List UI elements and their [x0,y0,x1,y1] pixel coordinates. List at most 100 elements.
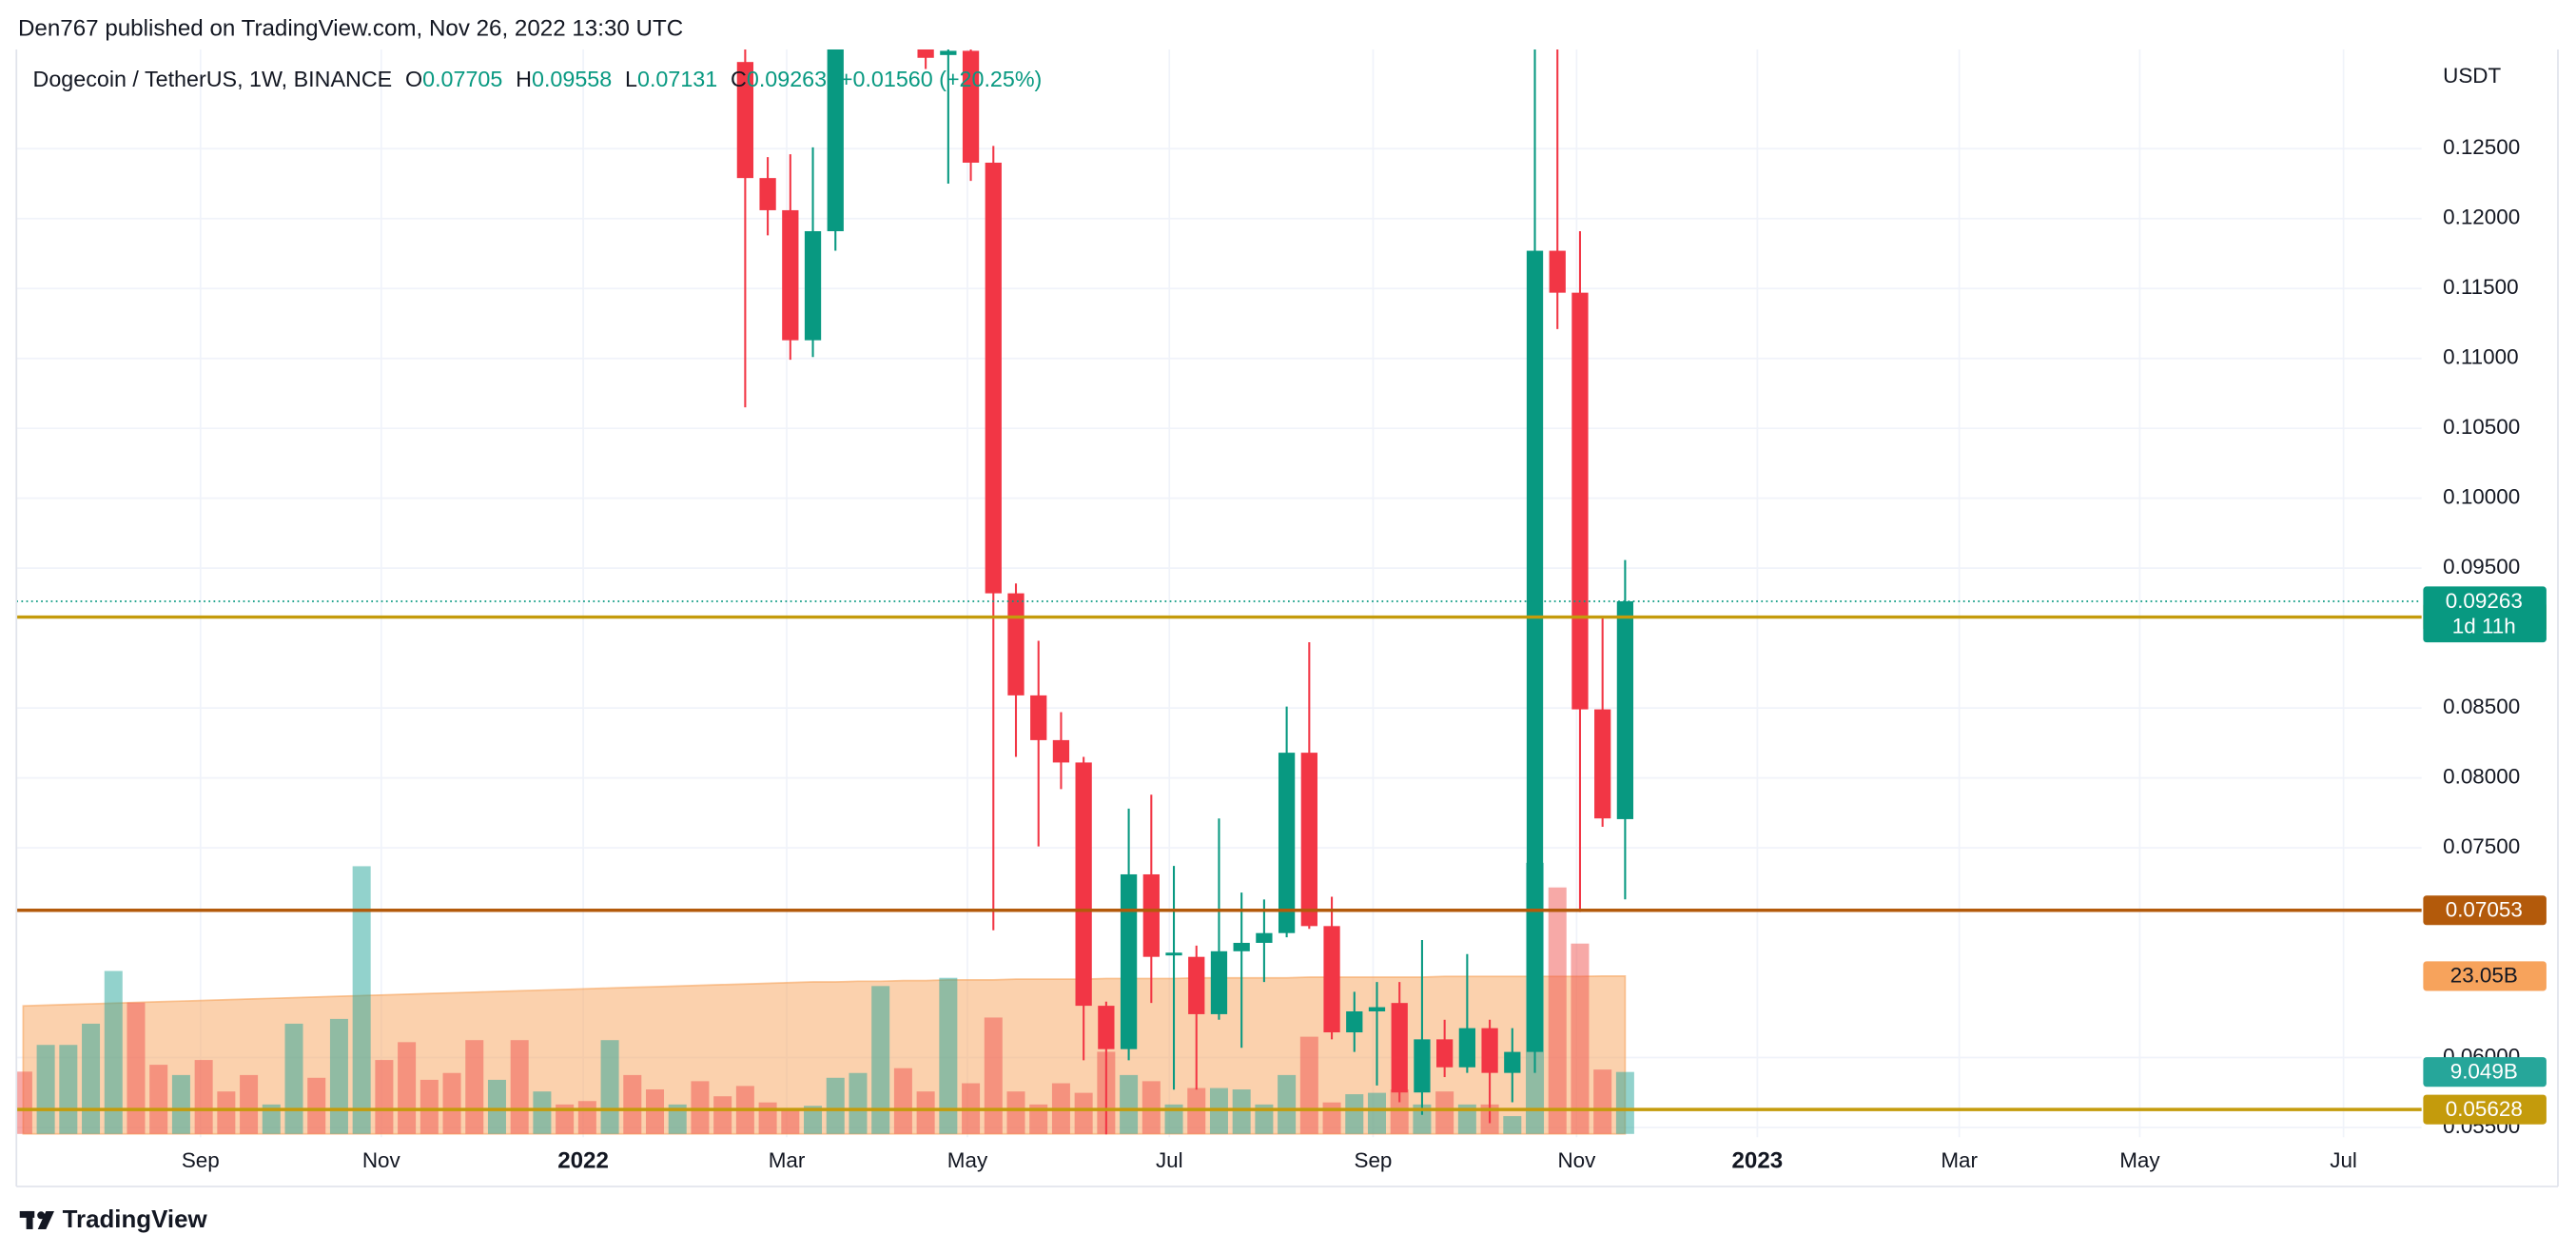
volume-bar [984,1017,1003,1134]
last-price-box [2423,586,2547,643]
volume-bar [577,1101,596,1134]
volume-bar [1615,1071,1634,1134]
volume-bar [781,1108,800,1134]
volume-bar [36,1045,55,1134]
legend-value: 0.09263 [747,67,827,91]
volume-bar [171,1074,190,1134]
candle-body [940,50,957,55]
volume-bar [352,866,371,1134]
volume-bar [398,1042,417,1134]
volume-bar [668,1104,687,1134]
legend-key: C [731,67,747,91]
volume-bar [420,1079,439,1134]
volume-bar [465,1040,484,1134]
volume-bar [1503,1116,1522,1134]
volume-bar [59,1045,78,1134]
volume-bar [1074,1092,1093,1134]
candle-body [1458,1028,1476,1068]
volume-bar [1299,1036,1318,1134]
volume-bar [1345,1094,1364,1134]
candle-body [985,162,1002,594]
volume-bar [1571,943,1590,1134]
candle-body [1594,709,1611,819]
volume-bar [375,1060,394,1134]
x-tick-label: Jul [2330,1148,2357,1172]
volume-bar [1390,1089,1409,1134]
candle-body [1436,1039,1454,1068]
candle-body [736,62,754,179]
candle-body [1233,942,1250,951]
candle-body [1481,1028,1498,1073]
volume-bar [149,1065,168,1134]
y-tick-label: 0.07500 [2443,834,2520,858]
y-tick-label: 0.11000 [2443,345,2518,369]
level-label-box [2423,895,2547,926]
level-label-box [2423,1094,2547,1125]
volume-bar [510,1040,529,1134]
volume-bar [240,1074,259,1134]
volume-bar [939,977,958,1134]
y-axis-label: USDT [2443,64,2501,88]
candle-pane [736,49,1634,1135]
volume-bar [1457,1104,1476,1134]
candle-body [1098,1006,1115,1049]
volume-bar [1142,1081,1161,1134]
y-tick-label: 0.11500 [2443,275,2518,299]
candle-body [759,178,776,210]
volume-ma-label: 23.05B [2450,964,2518,988]
brand-logo [19,1210,54,1229]
candle-body [1120,873,1138,1049]
brand: TradingView [63,1206,208,1233]
legend-change: +0.01560 (+20.25%) [840,67,1042,91]
volume-bar [1413,1104,1432,1134]
volume-bar [556,1104,575,1134]
volume-bar [1548,887,1567,1134]
candle-body [827,49,844,231]
legend-value: 0.07705 [422,67,502,91]
candle-body [1165,952,1182,956]
x-tick-label: May [947,1148,988,1172]
volume-bar [217,1091,236,1134]
candle-body [1616,600,1634,819]
volume-bar [1164,1104,1183,1134]
candle-body [1075,762,1092,1007]
x-tick-label: Nov [362,1148,401,1172]
volume-bar [16,1071,32,1134]
volume-bar [194,1060,213,1134]
x-tick-label: Jul [1156,1148,1183,1172]
candle-body [1188,956,1205,1014]
candle-body [1368,1007,1386,1011]
level-label: 0.05628 [2446,1097,2523,1121]
x-tick-label: Mar [769,1148,806,1172]
candle-body [1007,593,1025,696]
volume-bar [871,986,890,1134]
candle-body [962,50,980,163]
volume-bar [691,1081,710,1134]
candle-body [804,230,822,341]
candle-body [1526,250,1544,1052]
x-tick-label: Sep [182,1148,220,1172]
volume-bar [284,1023,303,1134]
volume-bar [1006,1091,1025,1134]
legend-key: H [516,67,532,91]
volume-ma-label-box [2423,961,2547,991]
candle-body [1256,932,1273,943]
y-tick-label: 0.12000 [2443,206,2520,229]
x-tick-label: Sep [1354,1148,1392,1172]
volume-bar [307,1077,326,1134]
volume-bar [1278,1074,1297,1134]
y-tick-label: 0.10500 [2443,415,2520,439]
volume-bar [82,1023,101,1134]
x-tick-label: Mar [1941,1148,1978,1172]
volume-label: 9.049B [2450,1059,2518,1083]
volume-bar [1322,1102,1341,1134]
candle-body [1142,873,1160,957]
volume-bar [623,1074,642,1134]
y-tick-label: 0.09500 [2443,555,2520,578]
volume-bar [329,1018,348,1134]
volume-bar [1029,1104,1048,1134]
volume-bar [487,1079,506,1134]
last-price-label: 0.09263 [2446,589,2523,613]
